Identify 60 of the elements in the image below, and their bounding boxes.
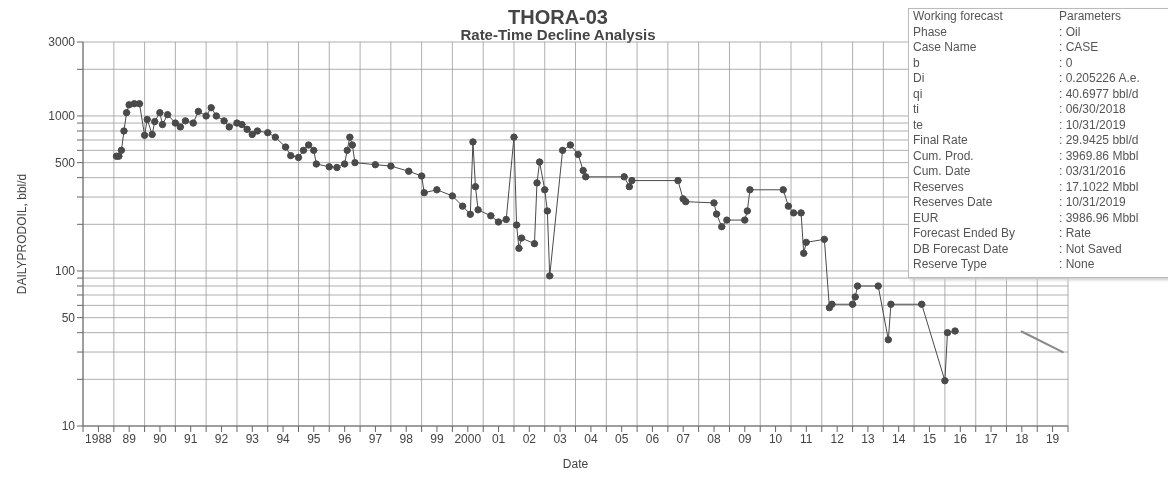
text: ti : 06/30/2018	[913, 102, 1126, 116]
x-tick-label: 13	[861, 431, 875, 446]
text: Working forecast	[913, 9, 1004, 25]
text: Case Name : CASE	[913, 40, 1099, 54]
x-tick-label: 02	[522, 431, 537, 446]
x-tick-label: 92	[214, 431, 229, 446]
x-tick-label: 19	[1045, 431, 1060, 446]
x-tick-label: 89	[122, 431, 137, 446]
x-axis-title: Date	[562, 457, 589, 471]
x-tick-label: 90	[153, 431, 167, 446]
x-tick-label: 14	[892, 431, 906, 446]
x-tick-label: 18	[1015, 431, 1029, 446]
text: Cum. Date : 03/31/2016	[913, 164, 1126, 178]
y-tick-label: 500	[54, 155, 76, 170]
y-tick-label: 3000	[48, 35, 76, 50]
x-tick-label: 12	[830, 431, 845, 446]
x-tick-label: 93	[245, 431, 260, 446]
chart-title: THORA-03	[507, 6, 608, 28]
x-tick-label: 05	[615, 431, 629, 446]
text: Di : 0.205226 A.e.	[913, 71, 1140, 85]
text: Forecast Ended By : Rate	[913, 226, 1092, 240]
x-tick-label: 15	[922, 431, 937, 446]
text: Reserve Type : None	[913, 257, 1095, 271]
x-tick-label: 94	[276, 431, 291, 446]
chart-subtitle: Rate-Time Decline Analysis	[460, 26, 656, 43]
x-tick-label: 10	[768, 431, 783, 446]
text: Parameters	[1059, 9, 1122, 25]
text: DB Forecast Date : Not Saved	[913, 241, 1122, 256]
y-tick-label: 100	[54, 264, 76, 279]
x-tick-label: 16	[953, 431, 968, 446]
x-tick-label: 08	[707, 431, 722, 446]
x-tick-label: 07	[676, 431, 691, 446]
y-tick-label: 1000	[48, 109, 76, 124]
text: Cum. Prod. : 3969.86 Mbbl	[913, 148, 1139, 163]
text: EUR : 3986.96 Mbbl	[913, 210, 1139, 225]
y-tick-label: 10	[61, 419, 76, 434]
x-tick-label: 04	[584, 431, 598, 446]
x-tick-label: 98	[399, 431, 414, 446]
x-tick-label: 01	[491, 431, 506, 446]
x-tick-label: 06	[645, 431, 660, 446]
x-tick-label: 99	[430, 431, 444, 446]
x-tick-label: 09	[738, 431, 752, 446]
y-axis-title: DAILYPRODOIL, bbl/d	[15, 173, 30, 295]
text: Reserves : 17.1022 Mbbl	[913, 179, 1139, 194]
text: Reserves Date : 10/31/2019	[913, 195, 1126, 209]
text: b : 0	[913, 55, 1073, 70]
x-tick-label: 03	[553, 431, 568, 446]
x-tick-label: 11	[800, 431, 813, 446]
x-tick-label: 17	[984, 431, 999, 446]
x-tick-label: 97	[368, 431, 383, 446]
x-tick-label: 95	[307, 431, 321, 446]
y-tick-label: 50	[61, 310, 76, 325]
x-tick-label: 96	[337, 431, 352, 446]
text: qi : 40.6977 bbl/d	[913, 86, 1139, 101]
text: Final Rate : 29.9425 bbl/d	[913, 133, 1139, 147]
text: te : 10/31/2019	[913, 117, 1126, 132]
x-tick-label: 91	[184, 431, 198, 446]
x-tick-label: 2000	[454, 431, 482, 446]
text: Phase : Oil	[913, 24, 1081, 39]
x-tick-label: 1988	[85, 431, 113, 446]
